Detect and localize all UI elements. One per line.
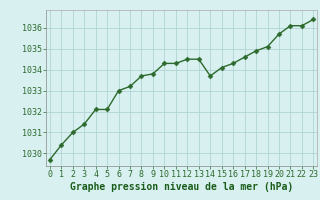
X-axis label: Graphe pression niveau de la mer (hPa): Graphe pression niveau de la mer (hPa) bbox=[70, 182, 293, 192]
